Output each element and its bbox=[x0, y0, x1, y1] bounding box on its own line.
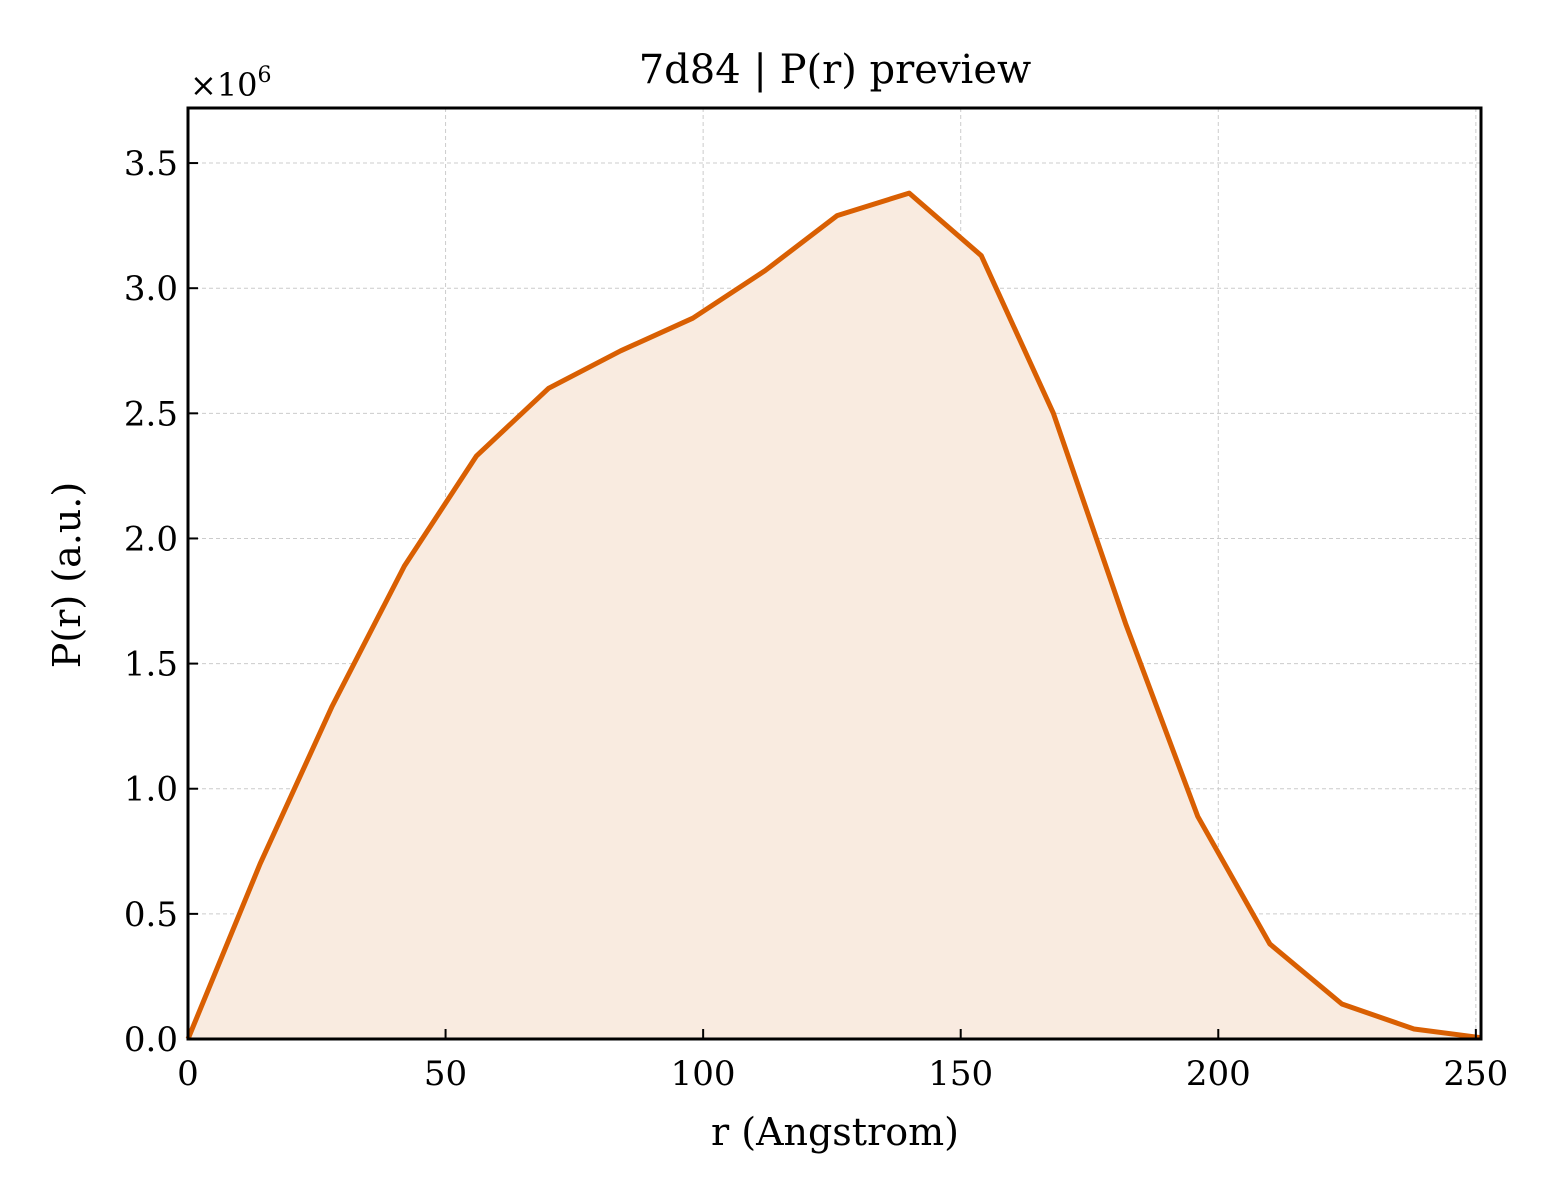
y-tick-label: 3.0 bbox=[124, 269, 178, 309]
x-tick-label: 250 bbox=[1443, 1054, 1508, 1094]
x-tick-label: 0 bbox=[177, 1054, 199, 1094]
x-tick-label: 150 bbox=[928, 1054, 993, 1094]
plot-frame bbox=[186, 106, 1483, 1041]
y-tick-label: 1.0 bbox=[124, 770, 178, 810]
x-axis-label: r (Angstrom) bbox=[711, 1110, 959, 1154]
y-multiplier-base: ×10 bbox=[190, 66, 258, 104]
x-tick-label: 50 bbox=[424, 1054, 467, 1094]
y-tick-label: 2.0 bbox=[124, 519, 178, 559]
y-multiplier: ×106 bbox=[190, 63, 272, 104]
y-tick-label: 2.5 bbox=[124, 394, 178, 434]
y-tick-label: 0.5 bbox=[124, 895, 178, 935]
y-tick-label: 3.5 bbox=[124, 144, 178, 184]
series-line bbox=[185, 190, 1482, 1041]
area-fill bbox=[188, 193, 1481, 1040]
y-tick-label: 0.0 bbox=[124, 1020, 178, 1060]
chart-title: 7d84 | P(r) preview bbox=[639, 47, 1032, 93]
ticks: 0 50 100 150 200 250 0.0 0.5 1.0 1.5 2.0 2.5 3.0 3.5 bbox=[124, 144, 1508, 1094]
y-multiplier-exponent: 6 bbox=[258, 63, 272, 88]
y-axis-label: P(r) (a.u.) bbox=[45, 482, 89, 668]
x-tick-label: 200 bbox=[1186, 1054, 1251, 1094]
x-tick-label: 100 bbox=[671, 1054, 736, 1094]
y-tick-label: 1.5 bbox=[124, 645, 178, 685]
